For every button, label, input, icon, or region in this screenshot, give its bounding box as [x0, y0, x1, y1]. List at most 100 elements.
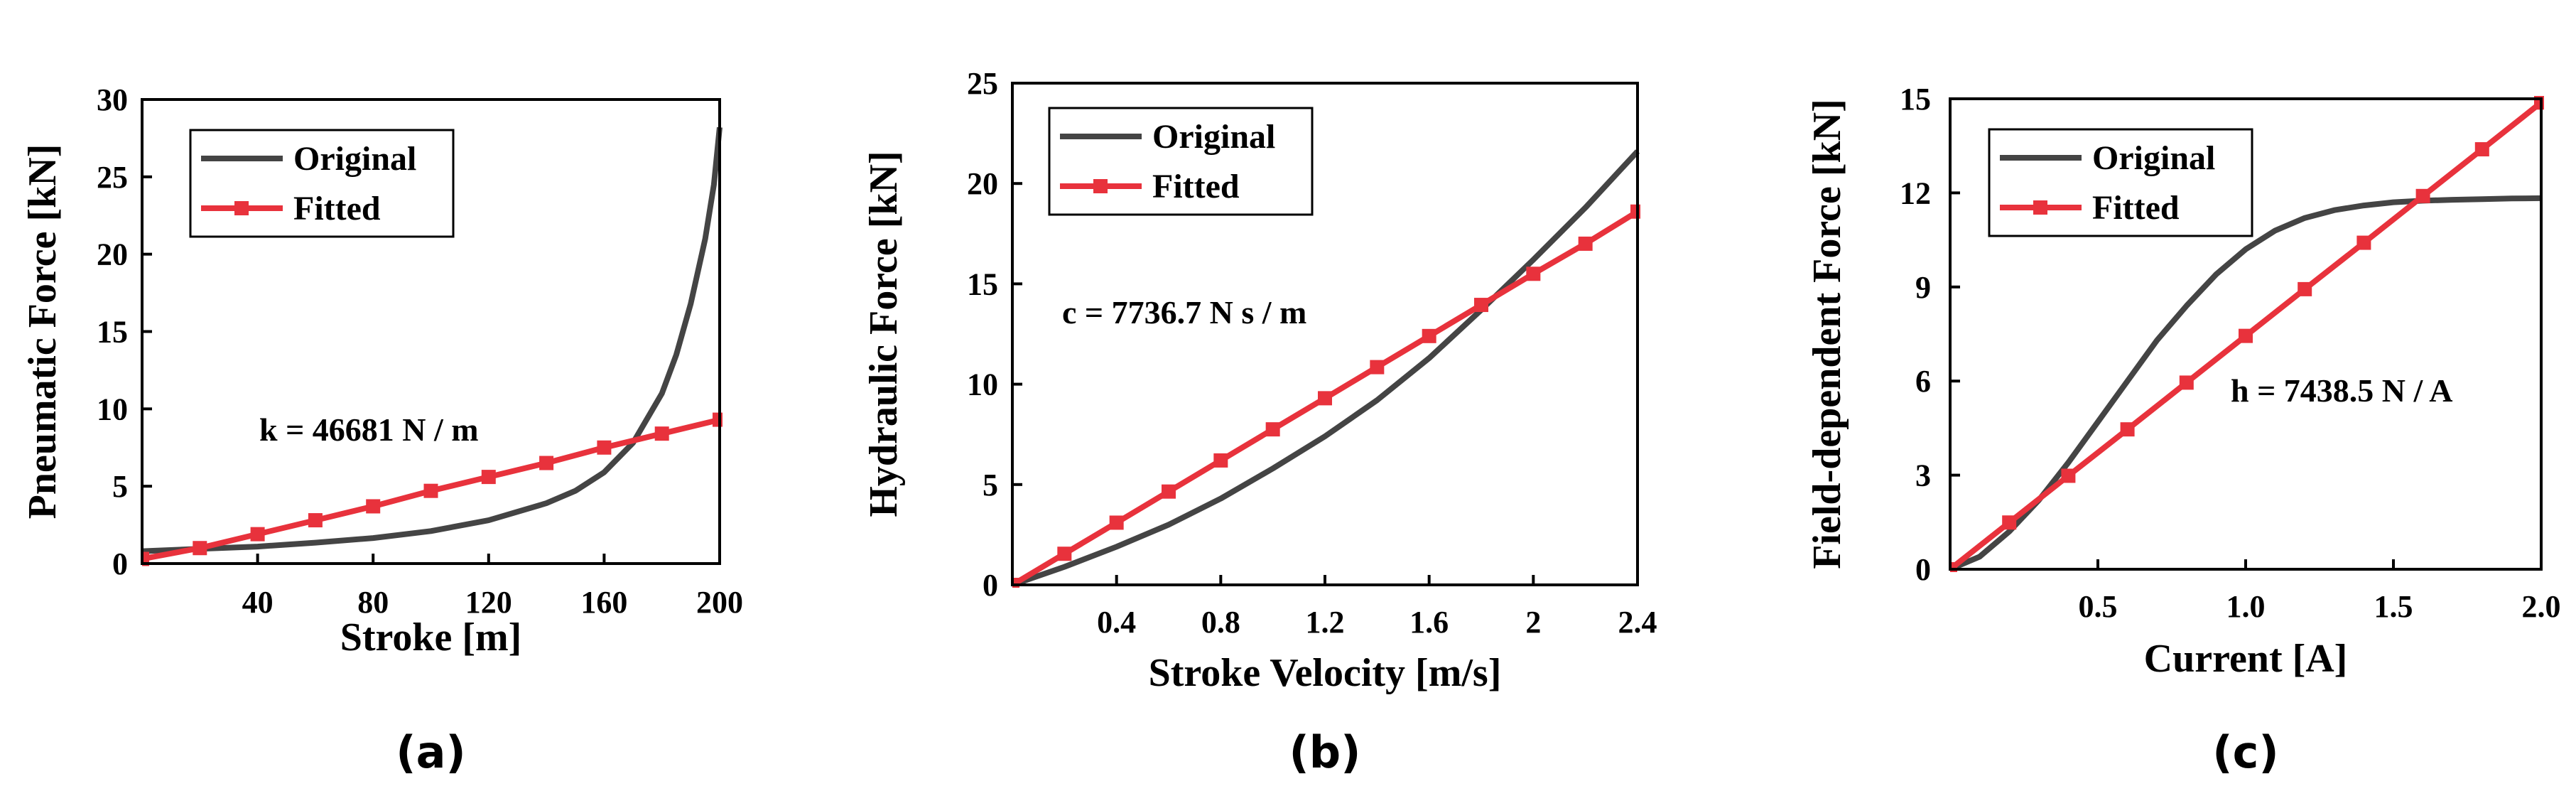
fitted-marker — [2415, 188, 2430, 203]
x-tick-label: 200 — [696, 585, 743, 620]
x-tick-label: 0.5 — [2079, 589, 2118, 624]
legend-label-fitted: Fitted — [293, 190, 381, 227]
y-tick-label: 6 — [1915, 364, 1931, 399]
fitted-marker — [539, 456, 554, 470]
x-tick-label: 1.2 — [1306, 605, 1345, 640]
panel-label: (a) — [396, 726, 466, 778]
fitted-marker — [1950, 562, 1957, 572]
legend-box — [189, 129, 455, 238]
y-tick-label: 15 — [967, 267, 998, 301]
fitted-marker — [308, 513, 323, 528]
panel-label: (b) — [1289, 726, 1360, 778]
fitted-marker — [193, 541, 207, 556]
x-tick-label: 80 — [357, 585, 389, 620]
fitted-marker — [654, 426, 669, 441]
y-tick-label: 10 — [97, 392, 128, 426]
legend-label-fitted: Fitted — [2092, 189, 2180, 227]
panel-b: 0.4 0.8 1.2 1.6 2 2.4 0 5 10 15 20 25 Stroke Velocit… — [862, 66, 1657, 778]
x-tick-label: 1.6 — [1409, 605, 1449, 640]
series-original-line — [142, 126, 723, 554]
fitted-marker — [2474, 142, 2489, 157]
fitted-marker — [2002, 515, 2017, 530]
x-tick-label: 2 — [1525, 605, 1541, 640]
fitted-marker — [1578, 236, 1593, 251]
y-tick-label: 30 — [97, 82, 128, 117]
legend: Original Fitted — [189, 129, 455, 238]
y-axis-title: Field-dependent Force [kN] — [1805, 99, 1849, 569]
legend-marker — [234, 201, 249, 215]
y-tick-label: 10 — [967, 367, 998, 402]
x-axis-title: Stroke [m] — [340, 615, 522, 660]
fitted-marker — [1370, 360, 1385, 375]
legend: Original Fitted — [1048, 107, 1314, 216]
legend-marker — [1093, 179, 1108, 193]
y-tick-label: 12 — [1900, 176, 1931, 210]
fitted-marker — [1162, 484, 1176, 499]
legend-box — [1048, 107, 1314, 216]
fitted-marker — [1057, 547, 1072, 561]
fit-coefficient-annotation: c = 7736.7 N s / m — [1062, 294, 1306, 330]
panel-c: 0.5 1.0 1.5 2.0 0 3 6 9 12 15 Current [A] Field-dep… — [1805, 82, 2561, 778]
fitted-marker — [2298, 281, 2312, 296]
y-tick-label: 20 — [97, 237, 128, 272]
x-tick-label: 0.8 — [1201, 605, 1240, 640]
x-axis-title: Stroke Velocity [m/s] — [1149, 651, 1502, 695]
fitted-marker — [250, 527, 265, 542]
fit-coefficient-annotation: k = 46681 N / m — [259, 411, 479, 448]
fitted-marker — [2179, 375, 2194, 390]
y-axis-title: Pneumatic Force [kN] — [21, 144, 65, 519]
legend-label-original: Original — [2092, 139, 2215, 177]
series-original-line — [1012, 149, 1640, 588]
y-tick-label: 25 — [97, 160, 128, 195]
x-tick-label: 2.4 — [1618, 605, 1657, 640]
fitted-marker — [2120, 422, 2135, 437]
fitted-marker — [1213, 453, 1228, 468]
fitted-marker — [1109, 515, 1124, 530]
fitted-marker — [1265, 422, 1280, 437]
x-axis-title: Current [A] — [2144, 637, 2348, 681]
x-tick-label: 0.4 — [1097, 605, 1136, 640]
x-tick-label: 1.5 — [2374, 589, 2413, 624]
y-tick-label: 0 — [112, 547, 128, 581]
fitted-marker — [481, 470, 496, 485]
fitted-marker — [142, 551, 149, 566]
fitted-marker — [1474, 298, 1488, 313]
legend-label-fitted: Fitted — [1152, 168, 1240, 205]
y-tick-label: 15 — [1900, 82, 1931, 117]
panel-label: (c) — [2212, 726, 2278, 778]
legend-box — [1988, 128, 2253, 237]
y-tick-label: 5 — [112, 469, 128, 504]
y-axis-title: Hydraulic Force [kN] — [862, 151, 906, 517]
y-tick-label: 15 — [97, 315, 128, 350]
y-tick-label: 9 — [1915, 270, 1931, 305]
panel-a: 40 80 120 160 200 0 5 10 15 20 25 30 Stroke [m] Pneum… — [21, 82, 743, 778]
x-tick-label: 40 — [242, 585, 274, 620]
fitted-marker — [1318, 391, 1332, 406]
fitted-marker — [597, 440, 612, 455]
legend-marker — [2033, 200, 2047, 215]
x-tick-label: 2.0 — [2522, 589, 2561, 624]
fitted-marker — [1012, 578, 1019, 588]
fitted-marker — [1526, 267, 1541, 281]
y-tick-label: 0 — [1915, 552, 1931, 587]
y-tick-label: 5 — [983, 468, 998, 502]
y-tick-label: 25 — [967, 66, 998, 101]
legend-label-original: Original — [1152, 118, 1275, 156]
x-tick-label: 160 — [580, 585, 627, 620]
x-tick-label: 1.0 — [2226, 589, 2266, 624]
fitted-marker — [2239, 328, 2253, 343]
y-tick-label: 20 — [967, 166, 998, 201]
series-original-line — [1950, 195, 2542, 572]
x-tick-label: 120 — [465, 585, 512, 620]
fitted-marker — [366, 499, 381, 514]
fitted-marker — [1422, 328, 1436, 343]
fitted-marker — [2061, 468, 2076, 483]
fit-coefficient-annotation: h = 7438.5 N / A — [2231, 372, 2452, 409]
fitted-marker — [2356, 235, 2371, 250]
y-tick-label: 0 — [983, 568, 998, 603]
fitted-marker — [423, 483, 438, 498]
y-tick-label: 3 — [1915, 458, 1931, 493]
legend-label-original: Original — [293, 140, 416, 178]
legend: Original Fitted — [1988, 128, 2253, 237]
